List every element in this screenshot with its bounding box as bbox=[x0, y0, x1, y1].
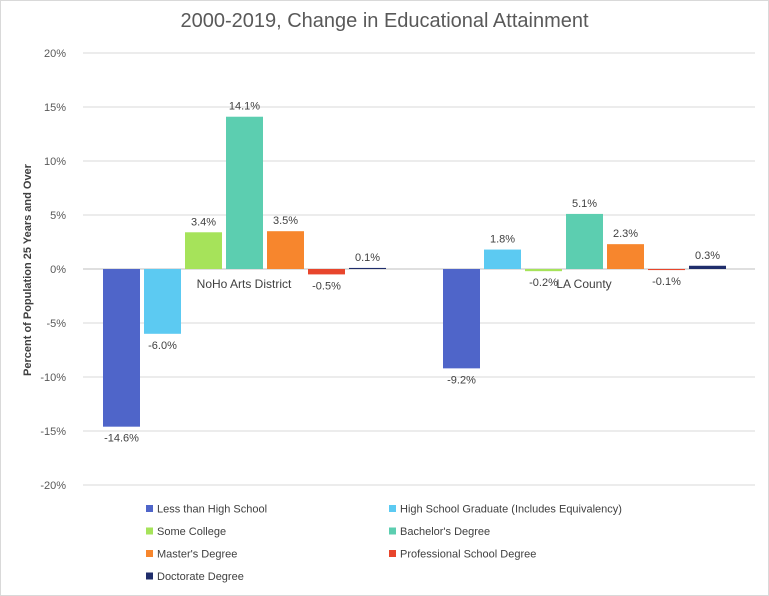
y-tick-label: 5% bbox=[50, 210, 66, 222]
category-label: LA County bbox=[556, 277, 611, 291]
bar bbox=[689, 265, 726, 269]
legend-label: High School Graduate (Includes Equivalen… bbox=[400, 504, 622, 516]
bar bbox=[525, 269, 562, 272]
data-label: 3.5% bbox=[273, 215, 298, 227]
y-tick-label: -20% bbox=[40, 480, 66, 492]
y-tick-label: -5% bbox=[46, 318, 66, 330]
data-label: 5.1% bbox=[572, 198, 597, 210]
y-tick-label: 10% bbox=[44, 156, 66, 168]
chart-title: 2000-2019, Change in Educational Attainm… bbox=[180, 10, 589, 32]
data-labels: -14.6% -9.2% -6.0% 1.8% 3.4% -0.2% 14.1% 5.1% 3.… bbox=[104, 101, 720, 445]
y-tick-label: -15% bbox=[40, 426, 66, 438]
legend-label: Less than High School bbox=[157, 504, 267, 516]
legend-swatch bbox=[146, 572, 153, 580]
legend-label: Bachelor's Degree bbox=[400, 526, 490, 538]
legend-label: Professional School Degree bbox=[400, 549, 536, 561]
bar bbox=[144, 269, 181, 334]
data-label: -14.6% bbox=[104, 433, 139, 445]
data-label: 0.1% bbox=[355, 252, 380, 264]
bar bbox=[566, 213, 603, 269]
y-tick-label: 0% bbox=[50, 264, 66, 276]
bar bbox=[648, 269, 685, 271]
bar bbox=[607, 244, 644, 269]
legend-swatch bbox=[146, 505, 153, 512]
legend-label: Master's Degree bbox=[157, 549, 237, 561]
y-tick-label: 20% bbox=[44, 48, 66, 60]
data-label: 14.1% bbox=[229, 101, 260, 113]
y-tick-label: -10% bbox=[40, 372, 66, 384]
data-label: -0.1% bbox=[652, 276, 681, 288]
bar bbox=[226, 116, 263, 269]
y-tick-label: 15% bbox=[44, 102, 66, 114]
data-label: 3.4% bbox=[191, 216, 216, 228]
legend-swatch bbox=[389, 505, 396, 512]
data-label: 1.8% bbox=[490, 234, 515, 246]
legend-swatch bbox=[146, 527, 153, 535]
category-label: NoHo Arts District bbox=[197, 277, 292, 291]
data-label: -6.0% bbox=[148, 340, 177, 352]
legend: Less than High School High School Graduat… bbox=[146, 504, 622, 583]
bar bbox=[103, 269, 140, 427]
legend-label: Doctorate Degree bbox=[157, 571, 244, 583]
bars bbox=[103, 116, 726, 427]
legend-swatch bbox=[389, 550, 396, 557]
legend-swatch bbox=[146, 550, 153, 557]
data-label: 2.3% bbox=[613, 228, 638, 240]
data-label: 0.3% bbox=[695, 250, 720, 262]
bar bbox=[349, 267, 386, 269]
data-label: -0.2% bbox=[529, 277, 558, 289]
data-label: -9.2% bbox=[447, 374, 476, 386]
bar bbox=[308, 269, 345, 275]
category-labels: NoHo Arts District LA County bbox=[197, 277, 612, 291]
bar bbox=[443, 269, 480, 369]
legend-swatch bbox=[389, 527, 396, 535]
bar bbox=[267, 231, 304, 269]
data-label: -0.5% bbox=[312, 280, 341, 292]
bar bbox=[484, 249, 521, 269]
legend-label: Some College bbox=[157, 526, 226, 538]
y-tick-labels: 20% 15% 10% 5% 0% -5% -10% -15% -20% bbox=[40, 48, 66, 492]
bar bbox=[185, 232, 222, 269]
